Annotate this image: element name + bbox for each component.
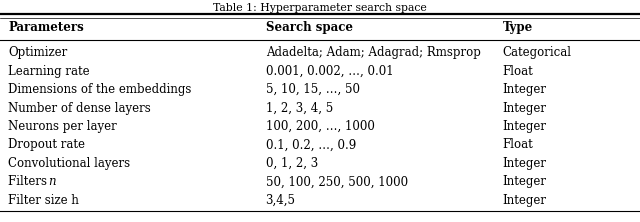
Text: Integer: Integer bbox=[502, 157, 547, 170]
Text: 50, 100, 250, 500, 1000: 50, 100, 250, 500, 1000 bbox=[266, 175, 408, 188]
Text: Float: Float bbox=[502, 65, 533, 78]
Text: Convolutional layers: Convolutional layers bbox=[8, 157, 131, 170]
Text: Integer: Integer bbox=[502, 83, 547, 96]
Text: 1, 2, 3, 4, 5: 1, 2, 3, 4, 5 bbox=[266, 102, 333, 115]
Text: Table 1: Hyperparameter search space: Table 1: Hyperparameter search space bbox=[213, 3, 427, 13]
Text: Integer: Integer bbox=[502, 120, 547, 133]
Text: Parameters: Parameters bbox=[8, 21, 84, 34]
Text: Neurons per layer: Neurons per layer bbox=[8, 120, 117, 133]
Text: 0.1, 0.2, …, 0.9: 0.1, 0.2, …, 0.9 bbox=[266, 139, 356, 151]
Text: Adadelta; Adam; Adagrad; Rmsprop: Adadelta; Adam; Adagrad; Rmsprop bbox=[266, 46, 481, 59]
Text: 0, 1, 2, 3: 0, 1, 2, 3 bbox=[266, 157, 318, 170]
Text: Learning rate: Learning rate bbox=[8, 65, 90, 78]
Text: Type: Type bbox=[502, 21, 532, 34]
Text: Optimizer: Optimizer bbox=[8, 46, 68, 59]
Text: Integer: Integer bbox=[502, 102, 547, 115]
Text: Float: Float bbox=[502, 139, 533, 151]
Text: Filters: Filters bbox=[8, 175, 51, 188]
Text: 5, 10, 15, …, 50: 5, 10, 15, …, 50 bbox=[266, 83, 360, 96]
Text: Filter size h: Filter size h bbox=[8, 194, 79, 207]
Text: Categorical: Categorical bbox=[502, 46, 572, 59]
Text: Integer: Integer bbox=[502, 175, 547, 188]
Text: n: n bbox=[48, 175, 56, 188]
Text: Integer: Integer bbox=[502, 194, 547, 207]
Text: 0.001, 0.002, …, 0.01: 0.001, 0.002, …, 0.01 bbox=[266, 65, 393, 78]
Text: Dropout rate: Dropout rate bbox=[8, 139, 85, 151]
Text: 100, 200, …, 1000: 100, 200, …, 1000 bbox=[266, 120, 374, 133]
Text: Search space: Search space bbox=[266, 21, 353, 34]
Text: Number of dense layers: Number of dense layers bbox=[8, 102, 151, 115]
Text: 3,4,5: 3,4,5 bbox=[266, 194, 296, 207]
Text: Dimensions of the embeddings: Dimensions of the embeddings bbox=[8, 83, 192, 96]
